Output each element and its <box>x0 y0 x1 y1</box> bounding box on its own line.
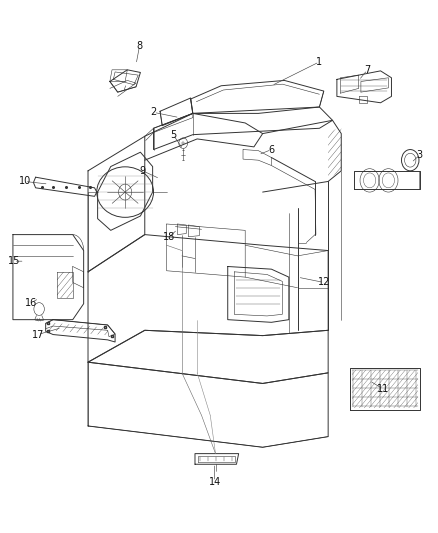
Text: 14: 14 <box>208 477 221 487</box>
Text: 1: 1 <box>316 57 322 67</box>
Text: 9: 9 <box>140 166 146 176</box>
Text: 12: 12 <box>318 278 330 287</box>
Text: 3: 3 <box>417 150 423 160</box>
Text: 2: 2 <box>150 107 157 117</box>
Text: 17: 17 <box>32 329 44 340</box>
Text: 10: 10 <box>18 176 31 187</box>
Text: 18: 18 <box>162 232 175 243</box>
Text: 7: 7 <box>364 65 371 75</box>
Text: 6: 6 <box>268 144 275 155</box>
Text: 16: 16 <box>25 297 37 308</box>
Text: 5: 5 <box>170 130 176 140</box>
Text: 8: 8 <box>137 41 143 51</box>
Text: 11: 11 <box>377 384 389 394</box>
Text: 15: 15 <box>7 256 20 266</box>
